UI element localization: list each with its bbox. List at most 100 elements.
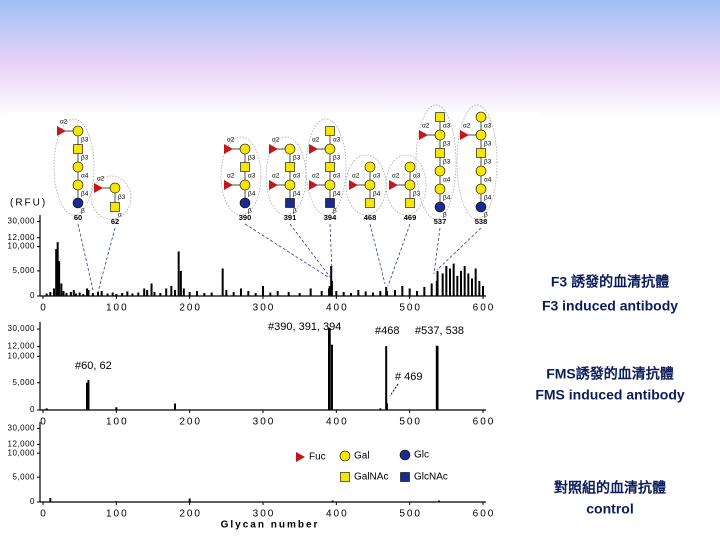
pointer-arrow (433, 227, 441, 275)
linkage-label: β4 (293, 191, 301, 198)
x-tick-label: 0 (40, 303, 48, 314)
glycan-structure: β3 α α2 62 (90, 175, 132, 226)
y-tick-label: 5,000 (12, 266, 35, 275)
linkage-label: α2 (272, 137, 280, 144)
gal-symbol (339, 450, 351, 462)
bar (298, 292, 301, 296)
glc-symbol (434, 201, 446, 213)
bar (72, 289, 75, 296)
bar (330, 280, 333, 296)
bar (331, 500, 334, 502)
bar (91, 292, 94, 296)
linkage-label: α2 (60, 119, 68, 126)
bar (460, 270, 462, 296)
linkage-label: β3 (484, 141, 492, 148)
fuc-symbol (349, 180, 358, 190)
linkage-label: α3 (443, 123, 451, 130)
gal-symbol (475, 165, 487, 177)
bar (408, 288, 411, 296)
bar (436, 346, 439, 410)
fuc-symbol (309, 180, 318, 190)
bar (58, 261, 61, 296)
fuc-symbol (224, 180, 233, 190)
galnac-symbol (110, 202, 120, 212)
bar (330, 344, 333, 410)
bar (75, 293, 77, 296)
bar (60, 283, 63, 296)
linkage-label: β4 (443, 195, 451, 202)
linkage-label: β4 (248, 191, 256, 198)
glc-symbol (239, 197, 251, 209)
y-axis-label: (RFU) (10, 198, 47, 209)
gal-symbol (109, 182, 121, 194)
x-tick-label: 500 (399, 417, 422, 428)
glycan-outline (90, 175, 132, 220)
linkage-label: α4 (81, 173, 89, 180)
bar (65, 292, 68, 296)
series-label: F3 誘發的血清抗體 (551, 274, 669, 290)
fuc-symbol (269, 144, 278, 154)
bar (49, 291, 52, 296)
bar (254, 292, 257, 296)
x-tick-label: 400 (326, 303, 349, 314)
fuc-symbol (309, 144, 318, 154)
gal-symbol (475, 129, 487, 141)
bar (467, 273, 470, 296)
pointer-arrow (97, 227, 116, 293)
glycan-structure: β3 α3 β4 β α2 α2 391 (265, 136, 307, 222)
x-tick-label: 500 (399, 303, 422, 314)
linkage-label: α3 (333, 137, 341, 144)
bar (49, 498, 52, 502)
x-tick-label: 200 (179, 417, 202, 428)
gal-symbol (364, 179, 376, 191)
bar (438, 500, 440, 502)
linkage-label: β3 (443, 159, 451, 166)
y-tick-label: 0 (30, 291, 35, 300)
bar (146, 289, 149, 296)
annotation: #468 (375, 325, 399, 337)
y-tick-label: 0 (30, 497, 35, 506)
bar (86, 382, 88, 410)
fuc-symbol (57, 126, 66, 136)
bar (436, 270, 439, 296)
galnac-symbol (405, 198, 415, 208)
bar (45, 408, 48, 410)
bar (416, 290, 418, 296)
glycan-number: 60 (74, 213, 82, 222)
bar (328, 285, 331, 296)
bar (82, 293, 85, 296)
bar (232, 291, 235, 296)
gal-symbol (475, 111, 487, 123)
bar (115, 407, 118, 410)
glycan-outline (415, 104, 457, 220)
x-tick-label: 100 (106, 303, 129, 314)
fuc-symbol (269, 180, 278, 190)
linkage-label: β3 (484, 159, 492, 166)
bar (53, 288, 55, 296)
glycan-structure: α3 β3 α3 β4 β α2 α2 394 (305, 118, 347, 222)
glc-symbol (72, 197, 84, 209)
gal-symbol (324, 179, 336, 191)
y-tick-label: 10,000 (8, 242, 36, 251)
bar (56, 242, 59, 296)
legend-label: Glc (414, 450, 429, 461)
bar (430, 283, 433, 296)
gal-symbol (404, 161, 416, 173)
x-tick-label: 600 (473, 509, 496, 520)
linkage-label: β (484, 212, 488, 219)
gal-symbol (284, 179, 296, 191)
bar (69, 291, 72, 296)
bar (115, 293, 118, 296)
x-tick-label: 500 (399, 509, 422, 520)
bar (121, 292, 124, 296)
fuc-symbol (389, 180, 398, 190)
galnac-symbol (325, 162, 335, 172)
bar (55, 249, 58, 296)
glycan-number: 469 (404, 213, 417, 222)
linkage-label: α2 (392, 173, 400, 180)
y-tick-label: 5,000 (12, 472, 35, 481)
bar (269, 292, 272, 296)
bar (379, 290, 382, 296)
linkage-label: α4 (484, 177, 492, 184)
